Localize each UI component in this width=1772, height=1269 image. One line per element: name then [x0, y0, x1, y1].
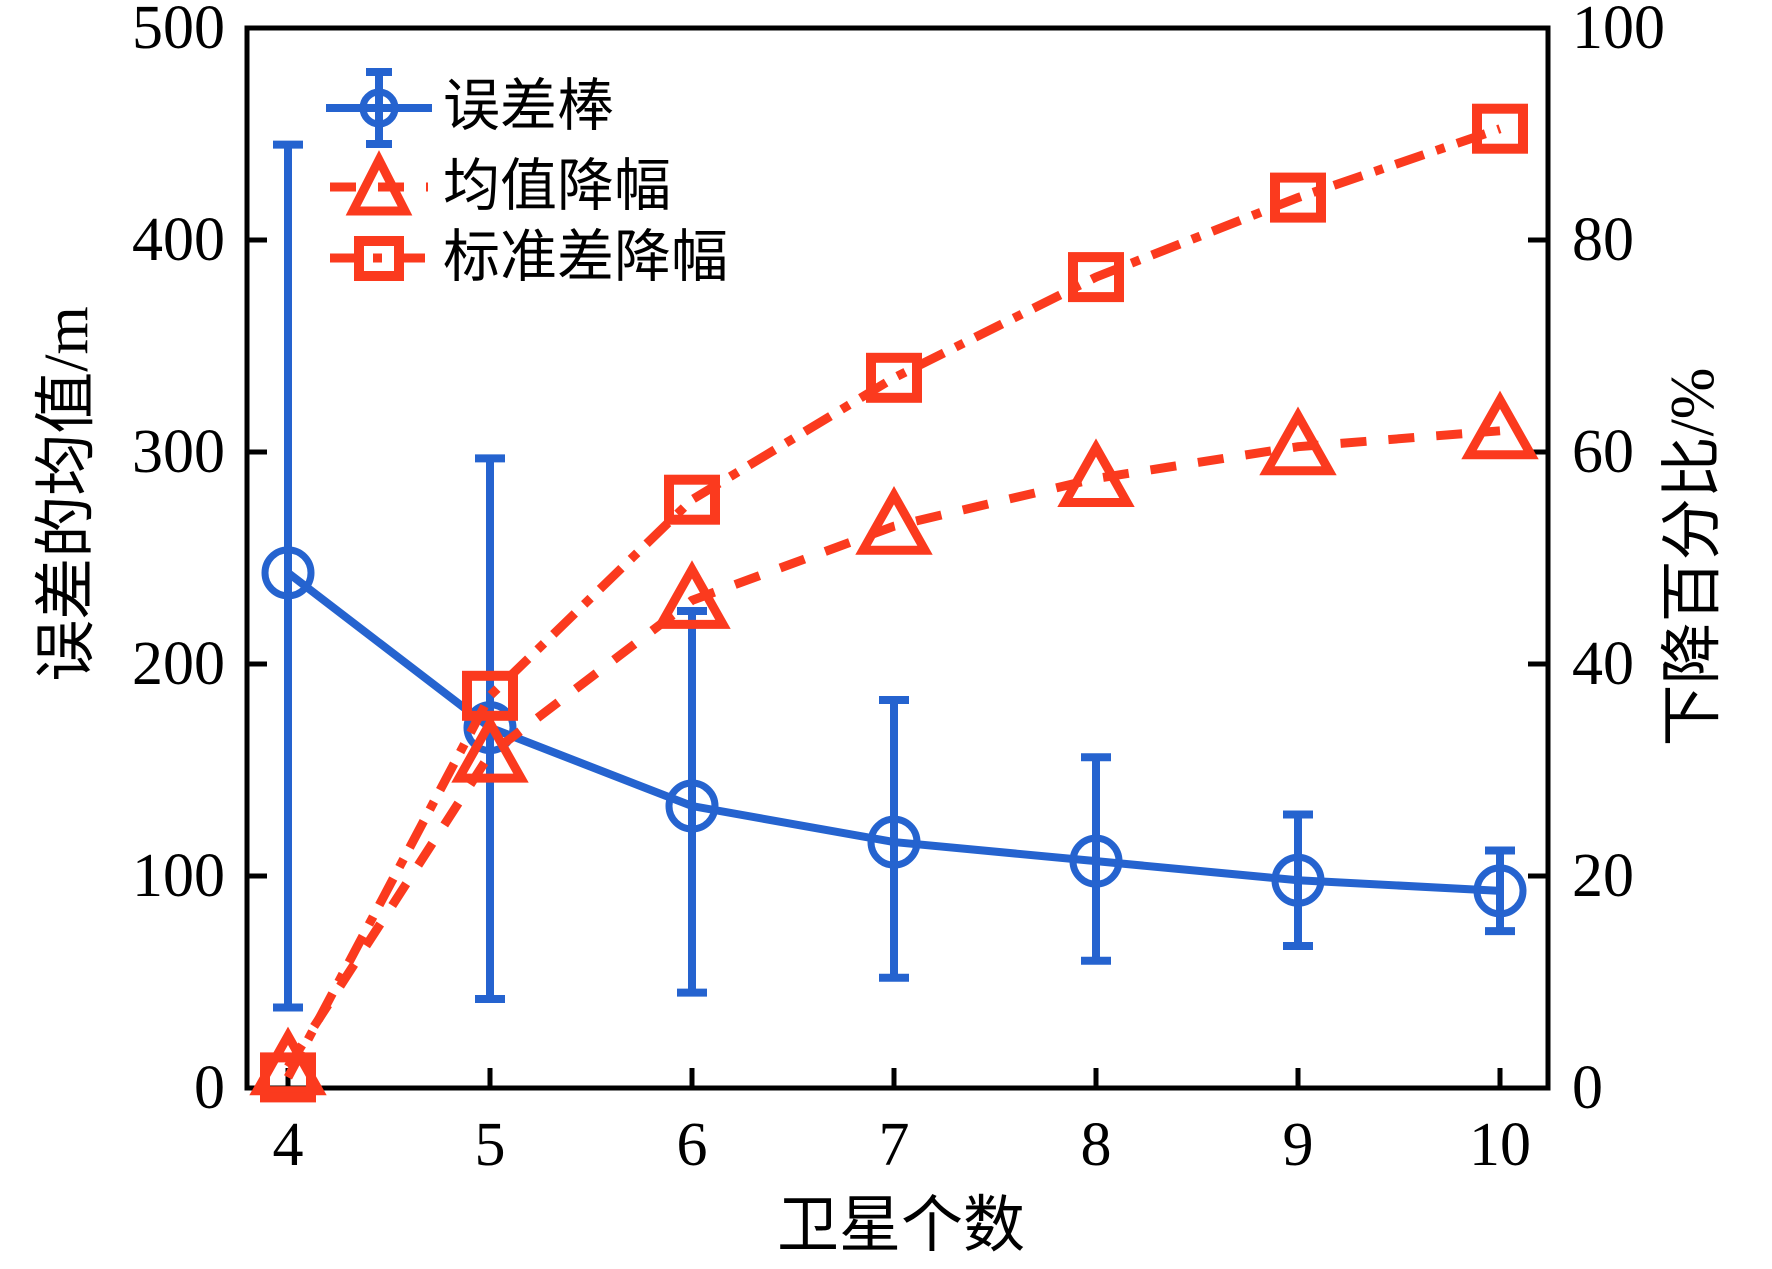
y-left-axis-title: 误差的均值/m	[33, 306, 101, 682]
y-right-tick-label: 40	[1572, 630, 1634, 698]
y-left-tick-label: 200	[132, 630, 225, 698]
x-tick-label: 7	[878, 1111, 910, 1179]
series-circle	[261, 140, 1527, 1012]
series-square	[260, 103, 1528, 1103]
legend-label-std-decline: 标准差降幅	[443, 226, 728, 289]
y-left-tick-label: 500	[132, 0, 225, 62]
x-tick-label: 6	[676, 1111, 708, 1179]
y-right-tick-label: 80	[1572, 206, 1634, 274]
series-triangle	[249, 390, 1539, 1096]
y-right-tick-label: 20	[1572, 842, 1634, 910]
y-right-tick-label: 60	[1572, 418, 1634, 486]
y-right-tick-label: 0	[1572, 1054, 1603, 1122]
y-left-tick-label: 100	[132, 842, 225, 910]
x-tick-label: 10	[1469, 1111, 1531, 1179]
plot-frame	[244, 25, 1551, 1091]
legend-symbols	[326, 68, 432, 281]
y-right-axis-title: 下降百分比/%	[1659, 367, 1727, 747]
x-tick-label: 9	[1282, 1111, 1314, 1179]
x-tick-label: 4	[272, 1111, 304, 1179]
y-left-tick-label: 300	[132, 418, 225, 486]
x-tick-label: 8	[1080, 1111, 1112, 1179]
y-right-tick-label: 100	[1572, 0, 1665, 62]
legend-label-errorbar: 误差棒	[443, 75, 614, 138]
y-left-tick-label: 400	[132, 206, 225, 274]
x-axis-title: 卫星个数	[776, 1192, 1025, 1260]
x-tick-label: 5	[474, 1111, 506, 1179]
legend-label-mean-decline: 均值降幅	[443, 155, 671, 218]
y-left-tick-label: 0	[194, 1054, 225, 1122]
